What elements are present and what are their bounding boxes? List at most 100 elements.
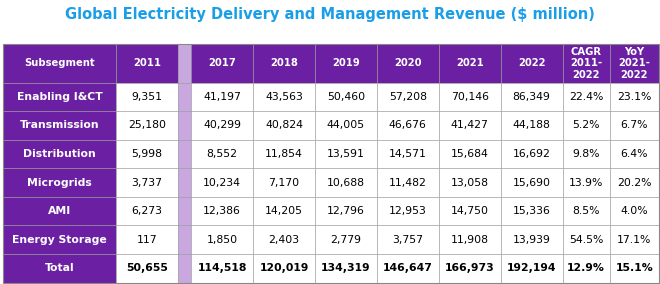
Bar [377, 254, 439, 283]
Text: 7,170: 7,170 [269, 178, 300, 188]
Bar [116, 111, 178, 140]
Bar [562, 111, 610, 140]
Text: 11,482: 11,482 [389, 178, 427, 188]
Text: Microgrids: Microgrids [27, 178, 92, 188]
Text: 13,058: 13,058 [451, 178, 488, 188]
Bar [610, 44, 659, 83]
Text: 17.1%: 17.1% [617, 235, 651, 245]
Bar [501, 140, 562, 168]
Text: 9.8%: 9.8% [572, 149, 600, 159]
Bar [377, 225, 439, 254]
Bar [439, 83, 501, 111]
Bar [116, 140, 178, 168]
Bar [3, 225, 116, 254]
Bar [610, 140, 659, 168]
Text: 13.9%: 13.9% [569, 178, 603, 188]
Text: Enabling I&CT: Enabling I&CT [17, 92, 102, 102]
Bar [253, 168, 315, 197]
Bar [439, 140, 501, 168]
Bar [3, 44, 659, 283]
Bar [315, 44, 377, 83]
Bar [501, 168, 562, 197]
Text: 12,953: 12,953 [389, 206, 427, 216]
Bar [253, 140, 315, 168]
Bar [253, 83, 315, 111]
Bar [377, 83, 439, 111]
Text: Transmission: Transmission [20, 120, 100, 130]
Bar [501, 225, 562, 254]
Bar [191, 168, 253, 197]
Text: 11,908: 11,908 [451, 235, 488, 245]
Bar [116, 254, 178, 283]
Text: 15.1%: 15.1% [615, 263, 653, 273]
Text: 2,779: 2,779 [331, 235, 362, 245]
Text: 134,319: 134,319 [321, 263, 371, 273]
Text: 43,563: 43,563 [265, 92, 303, 102]
Text: 40,299: 40,299 [203, 120, 241, 130]
Text: Total: Total [45, 263, 75, 273]
Bar [439, 225, 501, 254]
Text: 8,552: 8,552 [207, 149, 238, 159]
Text: 192,194: 192,194 [507, 263, 556, 273]
Bar [191, 44, 253, 83]
Text: 14,205: 14,205 [265, 206, 303, 216]
Bar [178, 197, 191, 225]
Bar [3, 197, 116, 225]
Bar [610, 111, 659, 140]
Text: 5.2%: 5.2% [572, 120, 600, 130]
Bar [178, 111, 191, 140]
Text: Global Electricity Delivery and Management Revenue ($ million): Global Electricity Delivery and Manageme… [65, 7, 595, 22]
Bar [439, 111, 501, 140]
Text: 44,188: 44,188 [513, 120, 550, 130]
Bar [377, 111, 439, 140]
Text: 2020: 2020 [394, 58, 422, 68]
Text: 70,146: 70,146 [451, 92, 488, 102]
Text: 41,427: 41,427 [451, 120, 488, 130]
Text: AMI: AMI [48, 206, 71, 216]
Bar [3, 44, 116, 83]
Text: 23.1%: 23.1% [617, 92, 651, 102]
Bar [253, 254, 315, 283]
Text: 10,688: 10,688 [327, 178, 365, 188]
Text: 12.9%: 12.9% [568, 263, 605, 273]
Bar [253, 225, 315, 254]
Text: 13,591: 13,591 [327, 149, 365, 159]
Text: 2021: 2021 [456, 58, 484, 68]
Bar [315, 197, 377, 225]
Text: 14,571: 14,571 [389, 149, 427, 159]
Text: 14,750: 14,750 [451, 206, 488, 216]
Bar [191, 225, 253, 254]
Bar [501, 254, 562, 283]
Text: CAGR
2011-
2022: CAGR 2011- 2022 [570, 47, 603, 80]
Bar [191, 254, 253, 283]
Bar [562, 140, 610, 168]
Text: 86,349: 86,349 [513, 92, 550, 102]
Bar [439, 168, 501, 197]
Text: 57,208: 57,208 [389, 92, 427, 102]
Bar [501, 83, 562, 111]
Bar [377, 140, 439, 168]
Bar [610, 225, 659, 254]
Bar [562, 168, 610, 197]
Bar [3, 168, 116, 197]
Bar [116, 83, 178, 111]
Text: Subsegment: Subsegment [24, 58, 95, 68]
Text: 6.7%: 6.7% [620, 120, 648, 130]
Bar [3, 254, 116, 283]
Text: 4.0%: 4.0% [620, 206, 648, 216]
Bar [315, 225, 377, 254]
Bar [315, 111, 377, 140]
Text: 2018: 2018 [270, 58, 298, 68]
Bar [116, 168, 178, 197]
Bar [178, 225, 191, 254]
Text: 1,850: 1,850 [207, 235, 238, 245]
Text: 6,273: 6,273 [131, 206, 162, 216]
Bar [610, 168, 659, 197]
Bar [116, 197, 178, 225]
Bar [610, 254, 659, 283]
Bar [3, 111, 116, 140]
Bar [610, 83, 659, 111]
Text: 146,647: 146,647 [383, 263, 433, 273]
Bar [253, 44, 315, 83]
Text: 10,234: 10,234 [203, 178, 241, 188]
